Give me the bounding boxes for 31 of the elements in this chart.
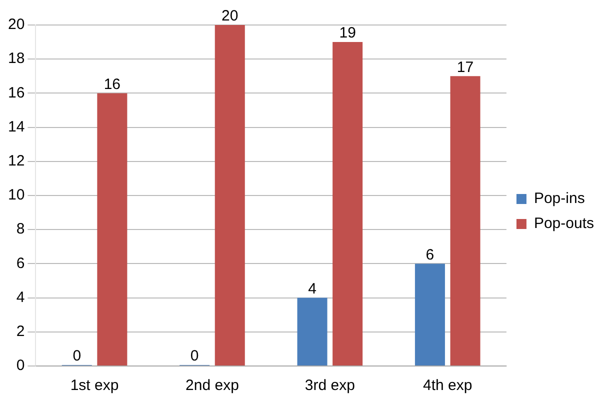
x-tick-label: 2nd exp (186, 377, 239, 394)
data-label: 17 (456, 58, 474, 76)
y-tick-label: 16 (8, 84, 25, 102)
x-tick-label: 1st exp (70, 377, 119, 394)
y-tick-label: 20 (8, 16, 25, 34)
bar (414, 264, 445, 366)
data-label: 6 (426, 246, 434, 264)
bar (332, 42, 363, 366)
y-tick-label: 18 (8, 50, 25, 68)
legend-label: Pop-ins (534, 190, 585, 208)
y-tick-label: 12 (8, 152, 25, 170)
bar (97, 93, 128, 366)
y-tick-label: 4 (16, 288, 25, 306)
x-tick-label: 4th exp (423, 377, 472, 394)
x-tick-label: 3rd exp (304, 377, 355, 394)
y-tick-label: 14 (8, 118, 25, 136)
bar (214, 25, 245, 366)
y-tick-label: 8 (16, 220, 25, 238)
legend-label: Pop-outs (534, 215, 594, 232)
y-tick-label: 10 (8, 186, 25, 204)
y-tick-label: 2 (16, 323, 25, 340)
data-label: 0 (190, 348, 199, 365)
bar (297, 298, 328, 366)
bar (450, 76, 480, 366)
y-tick-label: 0 (16, 357, 25, 374)
y-tick-label: 6 (16, 254, 25, 272)
data-label: 19 (339, 24, 356, 42)
data-label: 0 (72, 348, 82, 365)
data-label: 20 (222, 8, 238, 25)
data-label: 16 (104, 76, 121, 93)
data-label: 4 (308, 280, 316, 298)
